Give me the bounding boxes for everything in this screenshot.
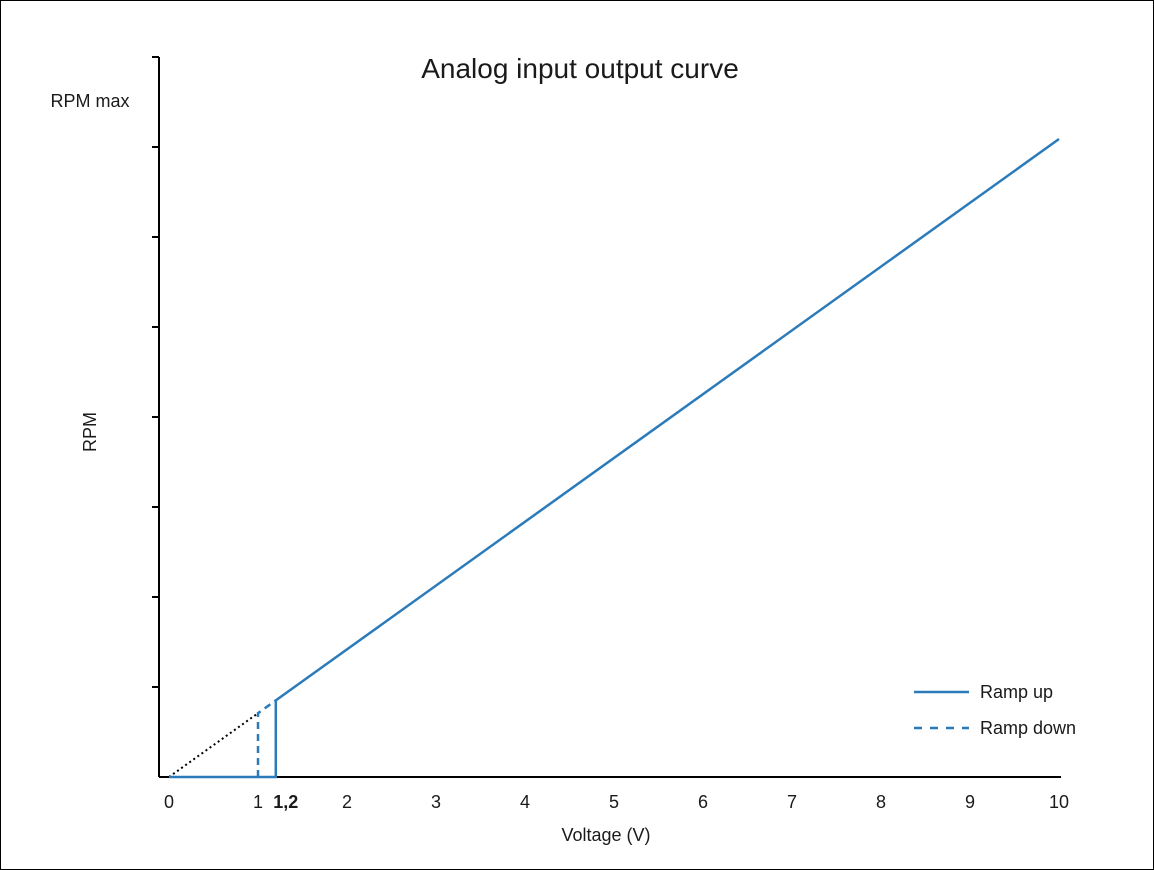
- x-tick-label: 6: [698, 792, 708, 812]
- x-axis-label: Voltage (V): [561, 825, 650, 845]
- y-axis-label: RPM: [80, 412, 100, 452]
- x-tick-label: 7: [787, 792, 797, 812]
- y-ticks: [152, 56, 159, 688]
- legend: Ramp up Ramp down: [914, 682, 1076, 738]
- x-tick-label: 1,2: [273, 792, 298, 812]
- legend-label: Ramp down: [980, 718, 1076, 738]
- x-tick-label: 5: [609, 792, 619, 812]
- y-axis-max-label: RPM max: [50, 91, 129, 111]
- x-tick-labels: 0 1 1,2 2 3 4 5 6 7 8 9 10: [164, 792, 1069, 812]
- x-tick-label: 3: [431, 792, 441, 812]
- x-tick-label: 4: [520, 792, 530, 812]
- x-tick-label: 2: [342, 792, 352, 812]
- ramp-up-line: [169, 137, 1060, 779]
- ramp-down-line: [256, 699, 277, 777]
- x-tick-label: 9: [965, 792, 975, 812]
- x-tick-label: 8: [876, 792, 886, 812]
- x-tick-label: 0: [164, 792, 174, 812]
- legend-label: Ramp up: [980, 682, 1053, 702]
- x-tick-label: 10: [1049, 792, 1069, 812]
- extrapolation-dotted-line: [168, 712, 259, 778]
- series-lines: [168, 137, 1060, 779]
- x-tick-label: 1: [253, 792, 263, 812]
- chart-title: Analog input output curve: [421, 53, 739, 84]
